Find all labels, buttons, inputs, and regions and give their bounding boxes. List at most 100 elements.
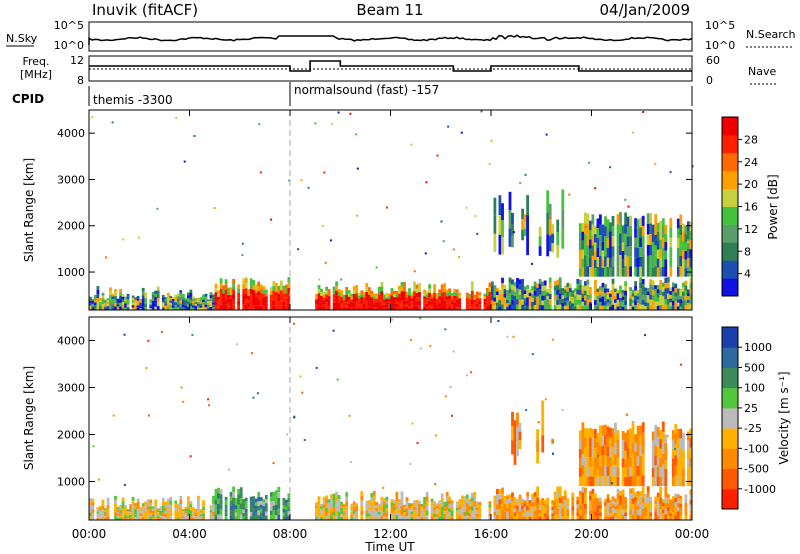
scatter-cell	[440, 284, 444, 289]
scatter-cell	[589, 437, 592, 448]
scatter-cell	[257, 515, 261, 520]
scatter-cell	[448, 299, 452, 303]
scatter-cell	[611, 216, 615, 227]
scatter-cell	[184, 304, 188, 306]
scatter-cell	[669, 506, 673, 510]
scatter-cell	[611, 283, 615, 290]
scatter-cell	[357, 295, 361, 299]
scatter-cell	[280, 290, 283, 296]
scatter-cell	[277, 497, 281, 504]
scatter-cell	[589, 258, 592, 268]
scatter-cell	[116, 515, 120, 518]
scatter-cell	[355, 514, 359, 518]
scatter-cell	[478, 295, 482, 299]
scatter-cell	[531, 515, 534, 520]
scatter-cell	[197, 516, 200, 520]
scatter-cell	[541, 417, 545, 436]
scatter-cell	[175, 116, 178, 119]
scatter-cell	[556, 508, 560, 515]
scatter-cell	[222, 293, 225, 298]
scatter-cell	[578, 299, 582, 305]
scatter-cell	[496, 287, 499, 292]
scatter-cell	[651, 285, 655, 291]
scatter-cell	[589, 510, 592, 516]
scatter-cell	[398, 285, 401, 290]
scatter-cell	[94, 294, 97, 298]
scatter-cell	[634, 492, 637, 497]
scatter-cell	[350, 293, 354, 297]
scatter-cell	[616, 234, 620, 246]
scatter-cell	[433, 501, 436, 505]
scatter-cell	[611, 226, 615, 237]
scatter-cell	[197, 499, 200, 504]
scatter-cell	[589, 500, 592, 506]
scatter-cell	[596, 501, 600, 506]
scatter-cell	[207, 299, 210, 302]
scatter-cell	[676, 507, 680, 512]
scatter-cell	[639, 500, 642, 506]
scatter-cell	[537, 421, 540, 424]
scatter-cell	[513, 500, 517, 505]
scatter-cell	[584, 255, 587, 266]
scatter-cell	[322, 504, 326, 509]
scatter-cell	[621, 268, 625, 277]
scatter-cell	[531, 298, 534, 302]
scatter-cell	[413, 295, 416, 301]
scatter-cell	[649, 304, 653, 310]
scatter-cell	[563, 505, 567, 511]
scatter-cell	[415, 503, 419, 507]
scatter-cell	[506, 293, 509, 297]
scatter-cell	[443, 305, 447, 310]
scatter-cell	[96, 509, 100, 512]
scatter-cell	[377, 306, 381, 310]
scatter-cell	[609, 506, 612, 510]
scatter-cell	[104, 301, 107, 304]
scatter-cell	[604, 512, 607, 517]
scatter-cell	[511, 299, 514, 305]
scatter-cell	[493, 297, 497, 302]
scatter-cell	[183, 160, 186, 163]
scatter-cell	[232, 486, 235, 493]
scatter-cell	[141, 298, 145, 303]
scatter-cell	[523, 503, 527, 507]
scatter-cell	[619, 490, 622, 496]
scatter-cell	[385, 496, 389, 501]
scatter-cell	[606, 299, 610, 303]
scatter-cell	[149, 509, 153, 514]
scatter-cell	[342, 307, 346, 310]
scatter-cell	[664, 486, 668, 492]
scatter-cell	[282, 498, 286, 502]
scatter-cell	[317, 504, 321, 509]
scatter-cell	[405, 306, 409, 310]
scatter-cell	[124, 298, 127, 302]
scatter-cell	[586, 224, 590, 235]
scatter-cell	[282, 512, 286, 517]
scatter-cell	[440, 511, 444, 516]
scatter-cell	[189, 455, 192, 458]
scatter-cell	[453, 306, 457, 310]
scatter-cell	[679, 507, 683, 512]
scatter-cell	[609, 240, 612, 250]
scatter-cell	[443, 283, 447, 288]
colorbar-tick-label: 24	[744, 156, 758, 169]
scatter-cell	[629, 287, 632, 291]
scatter-cell	[340, 300, 344, 304]
scatter-cell	[641, 422, 645, 433]
scatter-cell	[631, 487, 635, 494]
scatter-cell	[644, 306, 648, 310]
scatter-cell	[458, 509, 462, 514]
scatter-cell	[682, 305, 685, 310]
scatter-cell	[207, 304, 210, 307]
scatter-cell	[443, 507, 447, 511]
scatter-cell	[405, 508, 409, 513]
power-scatter-cells	[89, 110, 694, 310]
scatter-cell	[317, 289, 321, 294]
scatter-cell	[669, 502, 673, 507]
scatter-cell	[189, 296, 193, 300]
scatter-cell	[609, 231, 612, 241]
scatter-cell	[676, 502, 680, 508]
scatter-cell	[277, 306, 281, 310]
scatter-cell	[634, 285, 637, 291]
scatter-cell	[578, 284, 582, 290]
scatter-cell	[682, 282, 685, 288]
